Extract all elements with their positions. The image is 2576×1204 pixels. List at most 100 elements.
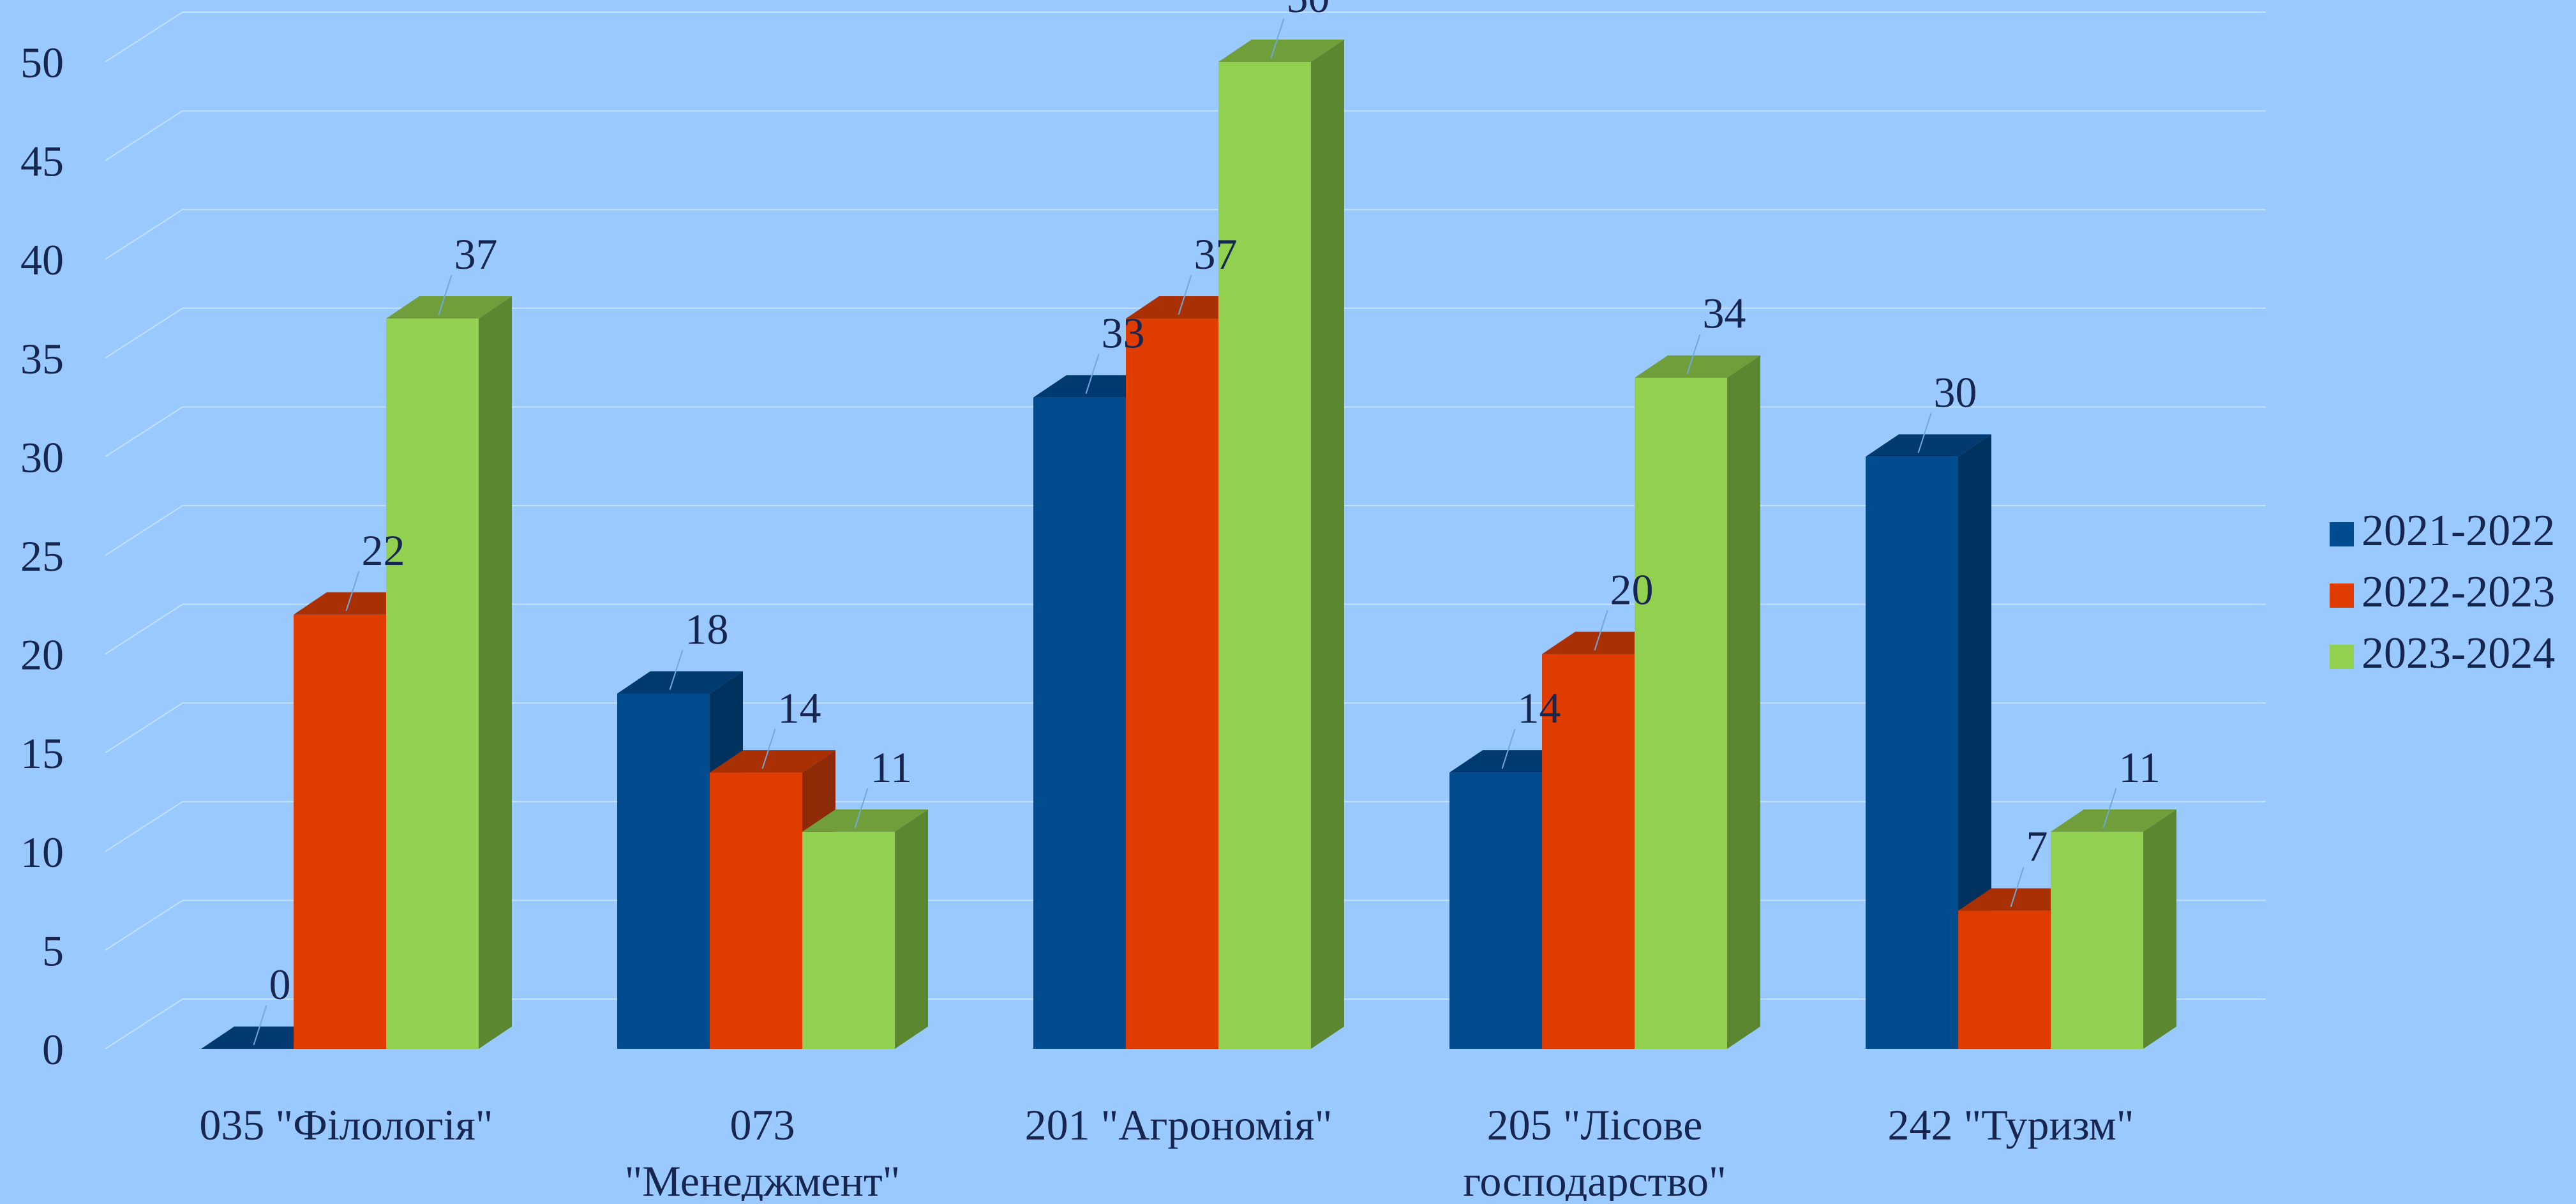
legend-entry: 2022-2023 xyxy=(2330,568,2555,617)
bar-front xyxy=(294,614,386,1049)
x-axis-ticks: 035 "Філологія" 073 "Менеджмент" 201 "Агрон… xyxy=(199,1101,2134,1204)
legend-label: 2023-2024 xyxy=(2362,629,2555,678)
data-label-leaders xyxy=(253,18,2117,1046)
bar-side xyxy=(1311,40,1344,1049)
legend-swatch xyxy=(2330,583,2354,608)
data-label-leader xyxy=(1270,18,1285,59)
legend-entry: 2023-2024 xyxy=(2330,629,2555,678)
bar-top xyxy=(617,671,743,694)
data-label: 7 xyxy=(2026,822,2048,871)
bar-side xyxy=(479,296,512,1050)
bar-front xyxy=(2051,831,2143,1049)
gridline xyxy=(105,110,2266,162)
y-axis-ticks: 0 5 10 15 20 25 30 35 40 45 50 xyxy=(20,38,64,1074)
data-label: 14 xyxy=(778,684,821,732)
gridline xyxy=(105,603,2266,655)
x-tick-label: 035 "Філологія" xyxy=(199,1101,493,1149)
bar-top xyxy=(1635,355,1760,378)
data-label: 18 xyxy=(685,605,729,653)
data-label-leader xyxy=(1686,334,1701,375)
data-label-leader xyxy=(438,275,453,315)
y-tick-label: 35 xyxy=(20,335,64,383)
grid-lines xyxy=(105,11,2266,1050)
x-tick-label: 242 "Туризм" xyxy=(1888,1101,2134,1149)
bar-top xyxy=(802,809,928,832)
data-label-leader xyxy=(669,650,684,690)
y-tick-label: 20 xyxy=(20,631,64,679)
data-label-leader xyxy=(1085,354,1100,394)
bar-top xyxy=(1866,434,1991,457)
bar xyxy=(802,809,928,1049)
bar xyxy=(1635,355,1760,1049)
bar-side xyxy=(895,809,928,1049)
data-label-leader xyxy=(2010,867,2025,907)
bar-side xyxy=(2143,809,2176,1049)
y-tick-label: 40 xyxy=(20,236,64,284)
bar-top xyxy=(1218,40,1344,62)
data-label-leader xyxy=(2102,788,2117,829)
data-label: 14 xyxy=(1518,684,1561,732)
gridline xyxy=(105,406,2266,458)
data-label: 30 xyxy=(1934,368,1977,416)
bar xyxy=(2051,809,2176,1049)
data-label: 11 xyxy=(871,743,912,792)
y-tick-label: 45 xyxy=(20,137,64,186)
bar-front xyxy=(1958,910,2051,1049)
gridline xyxy=(105,307,2266,359)
bar-front xyxy=(386,318,479,1050)
bar-front xyxy=(1449,772,1542,1049)
data-label-leader xyxy=(345,571,360,612)
x-tick-label: 073 "Менеджмент" xyxy=(625,1101,901,1201)
y-tick-label: 30 xyxy=(20,433,64,481)
bar-front xyxy=(1126,318,1218,1050)
data-label: 11 xyxy=(2119,743,2160,792)
data-label-leader xyxy=(253,1005,267,1046)
y-tick-label: 5 xyxy=(42,926,64,975)
data-label: 33 xyxy=(1102,309,1145,357)
data-label: 20 xyxy=(1610,566,1654,614)
y-tick-label: 50 xyxy=(20,38,64,87)
bar-front xyxy=(1542,654,1635,1049)
data-label-leader xyxy=(1594,610,1608,651)
data-label-leader xyxy=(1917,413,1932,453)
bar-front xyxy=(802,831,895,1049)
data-label: 50 xyxy=(1287,0,1330,22)
data-label-leader xyxy=(761,728,776,769)
bars xyxy=(201,40,2176,1050)
legend-label: 2021-2022 xyxy=(2362,506,2555,555)
data-label: 37 xyxy=(454,230,498,278)
y-tick-label: 25 xyxy=(20,532,64,580)
bar-top xyxy=(2051,809,2176,832)
y-tick-label: 0 xyxy=(42,1025,64,1074)
bar xyxy=(386,296,512,1050)
bar-front xyxy=(1218,62,1311,1049)
bar-side xyxy=(1727,355,1760,1049)
gridline xyxy=(105,209,2266,260)
data-label: 0 xyxy=(269,960,291,1009)
data-label-leader xyxy=(854,788,869,829)
legend-swatch xyxy=(2330,645,2354,669)
gridline xyxy=(105,11,2266,63)
bar-front xyxy=(1866,456,1958,1049)
legend-entry: 2021-2022 xyxy=(2330,506,2555,555)
bar-front xyxy=(710,772,802,1049)
bar-top xyxy=(386,296,512,319)
bar xyxy=(1218,40,1344,1049)
x-tick-label: 201 "Агрономія" xyxy=(1025,1101,1333,1149)
legend: 2021-2022 2022-2023 2023-2024 xyxy=(2330,506,2555,678)
data-label-leader xyxy=(1178,275,1192,315)
data-label: 34 xyxy=(1703,289,1746,338)
data-labels: 0 22 37 18 14 11 33 37 50 14 20 34 30 7 11 xyxy=(269,0,2160,1009)
data-label: 37 xyxy=(1194,230,1238,278)
data-label-leader xyxy=(1501,728,1516,769)
y-tick-label: 10 xyxy=(20,828,64,877)
bar-front xyxy=(1635,377,1727,1049)
bar-front xyxy=(1033,397,1126,1049)
gridline xyxy=(105,505,2266,556)
legend-swatch xyxy=(2330,522,2354,546)
legend-label: 2022-2023 xyxy=(2362,568,2555,617)
x-tick-label: 205 "Лісове господарство" xyxy=(1463,1101,1726,1201)
bar-front xyxy=(617,693,710,1049)
